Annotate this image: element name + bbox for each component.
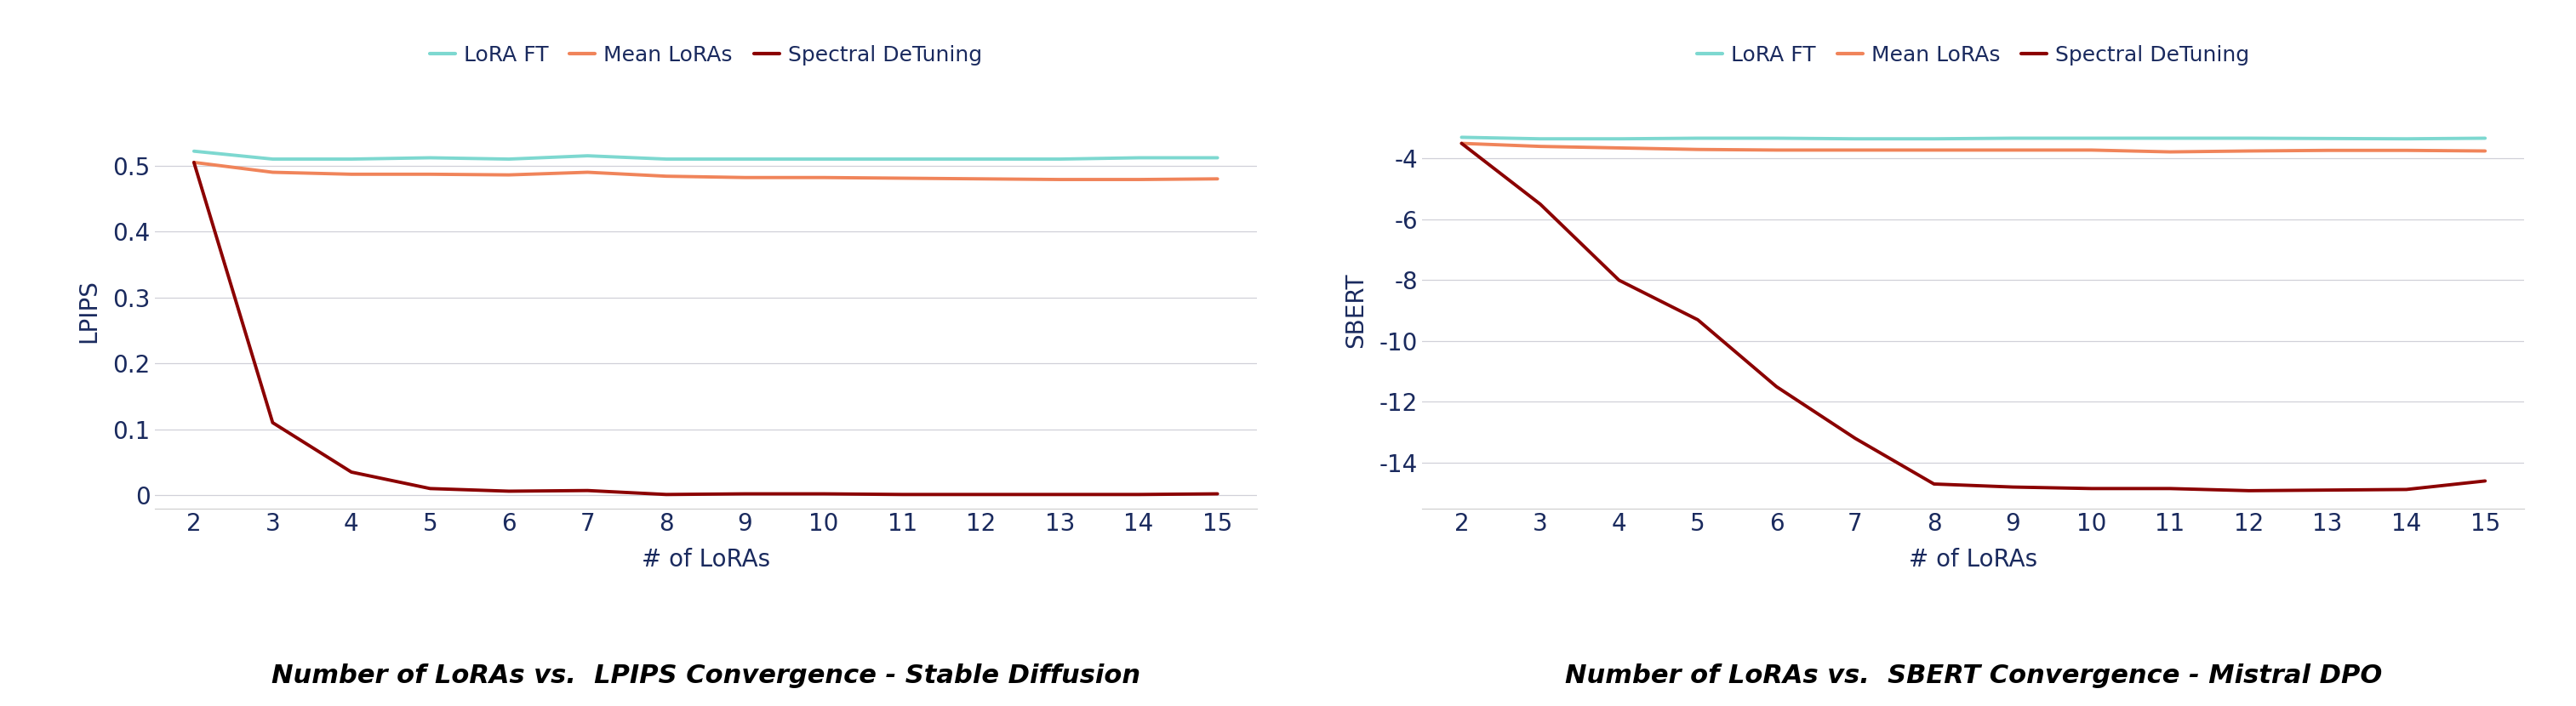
Text: Number of LoRAs vs.  LPIPS Convergence - Stable Diffusion: Number of LoRAs vs. LPIPS Convergence - … bbox=[270, 664, 1141, 688]
Y-axis label: SBERT: SBERT bbox=[1345, 273, 1368, 348]
X-axis label: # of LoRAs: # of LoRAs bbox=[1909, 548, 2038, 572]
Y-axis label: LPIPS: LPIPS bbox=[77, 279, 100, 342]
Text: Number of LoRAs vs.  SBERT Convergence - Mistral DPO: Number of LoRAs vs. SBERT Convergence - … bbox=[1564, 664, 2383, 688]
Legend: LoRA FT, Mean LoRAs, Spectral DeTuning: LoRA FT, Mean LoRAs, Spectral DeTuning bbox=[420, 37, 992, 74]
X-axis label: # of LoRAs: # of LoRAs bbox=[641, 548, 770, 572]
Legend: LoRA FT, Mean LoRAs, Spectral DeTuning: LoRA FT, Mean LoRAs, Spectral DeTuning bbox=[1687, 37, 2259, 74]
